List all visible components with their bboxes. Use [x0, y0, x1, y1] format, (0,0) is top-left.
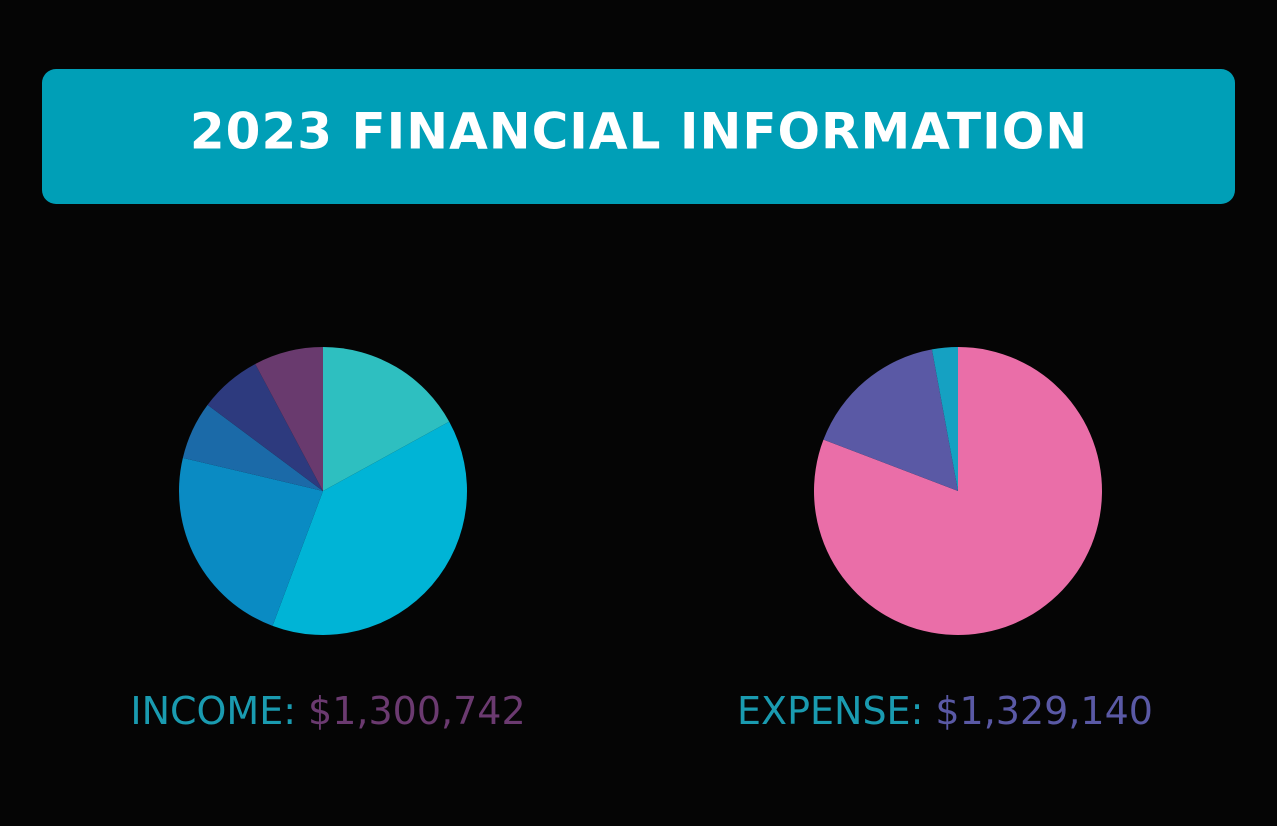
pie-caption: EXPENSE: $1,329,140	[737, 689, 1153, 733]
header-bar	[42, 69, 1235, 204]
title: 2023 FINANCIAL INFORMATION	[190, 103, 1088, 161]
pie-slice	[823, 349, 958, 491]
pie-slice	[323, 347, 450, 491]
caption-total: $1,300,742	[308, 689, 526, 733]
caption-label: INCOME:	[130, 689, 296, 733]
pie-slice	[182, 404, 323, 491]
pie-slice	[272, 421, 468, 635]
pie-slice	[931, 347, 958, 491]
pie-slice	[813, 347, 1102, 636]
caption-total: $1,329,140	[935, 689, 1153, 733]
pie-slice	[179, 457, 323, 626]
pie-caption: INCOME: $1,300,742	[130, 689, 525, 733]
pie-slice	[255, 347, 323, 491]
caption-label: EXPENSE:	[737, 689, 923, 733]
pie-slice	[207, 363, 323, 491]
